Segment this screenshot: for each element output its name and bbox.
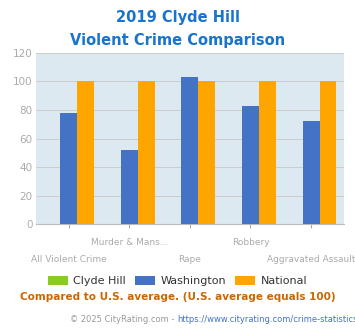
Bar	[320, 82, 337, 224]
Text: Robbery: Robbery	[232, 238, 269, 247]
Text: Compared to U.S. average. (U.S. average equals 100): Compared to U.S. average. (U.S. average …	[20, 292, 335, 302]
Text: 2019 Clyde Hill: 2019 Clyde Hill	[115, 10, 240, 25]
Bar	[302, 121, 320, 224]
Legend: Clyde Hill, Washington, National: Clyde Hill, Washington, National	[43, 271, 312, 290]
Text: Murder & Mans...: Murder & Mans...	[91, 238, 168, 247]
Bar	[198, 82, 215, 224]
Bar	[242, 106, 259, 224]
Bar	[138, 82, 155, 224]
Text: Violent Crime Comparison: Violent Crime Comparison	[70, 33, 285, 48]
Bar	[259, 82, 276, 224]
Bar	[181, 77, 198, 224]
Text: © 2025 CityRating.com -: © 2025 CityRating.com -	[71, 315, 178, 324]
Bar	[60, 113, 77, 224]
Text: Rape: Rape	[179, 255, 201, 264]
Text: Aggravated Assault: Aggravated Assault	[267, 255, 355, 264]
Bar	[77, 82, 94, 224]
Text: All Violent Crime: All Violent Crime	[31, 255, 107, 264]
Bar	[121, 150, 138, 224]
Text: https://www.cityrating.com/crime-statistics/: https://www.cityrating.com/crime-statist…	[178, 315, 355, 324]
